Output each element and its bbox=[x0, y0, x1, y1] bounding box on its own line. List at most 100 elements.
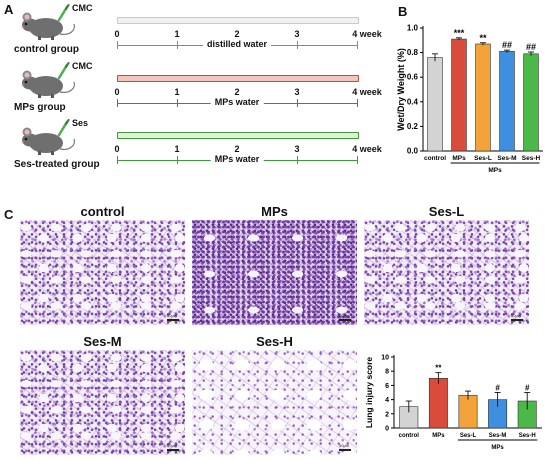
y-tick-label: 4 bbox=[385, 397, 389, 404]
bar bbox=[458, 395, 478, 429]
week-tick-label: 1 bbox=[174, 144, 180, 154]
x-tick-label: MPs bbox=[452, 155, 466, 162]
significance-mark: # bbox=[495, 384, 500, 393]
mouse-icon bbox=[21, 127, 75, 155]
bar bbox=[428, 377, 448, 429]
bar bbox=[499, 51, 515, 152]
y-tick-label: 0.6 bbox=[407, 73, 419, 82]
drug-label: CMC bbox=[72, 61, 93, 71]
micrograph-title: control bbox=[80, 204, 125, 219]
x-tick-label: Ses-M bbox=[489, 433, 507, 439]
y-tick-label: 0.8 bbox=[407, 48, 419, 57]
x-tick-label: Ses-L bbox=[474, 155, 492, 162]
week-tick-mark bbox=[357, 41, 358, 49]
y-tick-label: 1.0 bbox=[407, 24, 419, 33]
significance-mark: ** bbox=[479, 33, 487, 43]
significance-mark: *** bbox=[454, 28, 465, 38]
drug-label: Ses bbox=[72, 118, 89, 128]
panel-letter-c: C bbox=[4, 207, 14, 222]
scale-bar bbox=[339, 319, 351, 321]
x-tick-label: MPs bbox=[432, 433, 445, 439]
significance-mark: ## bbox=[502, 40, 512, 50]
scale-bar bbox=[167, 449, 179, 451]
timeline-bar bbox=[117, 17, 359, 24]
scale-bar-label: 50μm bbox=[167, 443, 178, 448]
x-tick-label: Ses-H bbox=[522, 155, 541, 162]
scale-bar-label: 50μm bbox=[339, 443, 350, 448]
week-tick-label: 2 bbox=[234, 29, 240, 39]
week-tick-mark bbox=[357, 156, 358, 164]
week-tick-label: 4 week bbox=[352, 144, 382, 154]
group-name: MPs group bbox=[14, 102, 66, 113]
micrograph-title: MPs bbox=[261, 204, 288, 219]
significance-mark: # bbox=[525, 384, 530, 393]
scale-bar bbox=[339, 449, 351, 451]
he-stained-lung-image bbox=[20, 350, 185, 455]
scale-bar bbox=[167, 319, 179, 321]
y-tick-label: 8 bbox=[385, 369, 389, 376]
scale-bar-label: 50μm bbox=[511, 313, 522, 318]
mouse-icon bbox=[21, 12, 75, 40]
bar bbox=[475, 43, 491, 152]
week-tick-label: 2 bbox=[234, 144, 240, 154]
micrograph-title: Ses-H bbox=[256, 334, 293, 349]
y-tick-label: 10 bbox=[381, 355, 389, 362]
group-name: Ses-treated group bbox=[14, 159, 100, 170]
micrograph-title: Ses-L bbox=[428, 204, 465, 219]
y-axis-label: Lung injury score bbox=[364, 357, 374, 429]
week-tick-label: 1 bbox=[174, 29, 180, 39]
he-stained-lung-image bbox=[192, 220, 357, 325]
y-tick-label: 0.4 bbox=[407, 97, 419, 106]
y-tick-label: 2 bbox=[385, 411, 389, 418]
significance-mark: ## bbox=[526, 42, 536, 52]
week-tick-label: 1 bbox=[174, 87, 180, 97]
dropper-icon bbox=[57, 119, 70, 137]
group-label: MPs bbox=[491, 445, 504, 451]
week-tick-label: 3 bbox=[294, 144, 300, 154]
water-label: MPs water bbox=[210, 97, 264, 107]
x-tick-label: Ses-M bbox=[497, 155, 516, 162]
week-tick-label: 0 bbox=[114, 29, 120, 39]
mouse-icon bbox=[21, 70, 75, 98]
he-stained-lung-image bbox=[192, 350, 357, 455]
y-tick-label: 6 bbox=[385, 383, 389, 390]
week-tick-label: 0 bbox=[114, 144, 120, 154]
lung-injury-score-chart: 0 2 4 6 8 10 Lung injury score control ** MPs Ses-… bbox=[364, 355, 542, 451]
dropper-icon bbox=[57, 62, 70, 80]
x-tick-label: Ses-L bbox=[460, 433, 477, 439]
week-tick-label: 4 week bbox=[352, 87, 382, 97]
drug-label: CMC bbox=[72, 3, 93, 13]
week-tick-mark bbox=[357, 99, 358, 107]
scale-bar-label: 50μm bbox=[339, 313, 350, 318]
week-tick-label: 2 bbox=[234, 87, 240, 97]
week-tick-label: 4 week bbox=[352, 29, 382, 39]
water-label: distilled water bbox=[202, 39, 272, 49]
group-name: control group bbox=[14, 44, 79, 55]
panel-letter-a: A bbox=[4, 2, 14, 17]
scale-bar-label: 50μm bbox=[167, 313, 178, 318]
group-label: MPs bbox=[488, 167, 502, 174]
micrograph-title: Ses-M bbox=[83, 334, 122, 349]
wet-dry-weight-chart: 0.0 0.2 0.4 0.6 0.8 1.0 Wet/Dry Weight (%) cont… bbox=[396, 24, 543, 174]
panel-letter-b: B bbox=[398, 4, 408, 19]
week-tick-label: 3 bbox=[294, 87, 300, 97]
timeline-bar bbox=[117, 132, 359, 139]
x-tick-label: control bbox=[399, 433, 420, 439]
y-tick-label: 0.2 bbox=[407, 122, 419, 131]
scale-bar bbox=[511, 319, 523, 321]
dropper-icon bbox=[57, 4, 70, 22]
water-label: MPs water bbox=[210, 154, 264, 164]
timeline-bar bbox=[117, 75, 359, 82]
significance-mark: ** bbox=[435, 364, 442, 373]
bar bbox=[427, 57, 443, 152]
bar bbox=[451, 38, 467, 152]
week-tick-label: 3 bbox=[294, 29, 300, 39]
bar bbox=[523, 53, 539, 152]
y-tick-label: 0 bbox=[385, 426, 389, 433]
x-tick-label: control bbox=[424, 155, 446, 162]
x-tick-label: Ses-H bbox=[519, 433, 536, 439]
y-axis-label: Wet/Dry Weight (%) bbox=[396, 48, 406, 131]
y-tick-label: 0.0 bbox=[407, 147, 419, 156]
he-stained-lung-image bbox=[20, 220, 185, 325]
week-tick-label: 0 bbox=[114, 87, 120, 97]
